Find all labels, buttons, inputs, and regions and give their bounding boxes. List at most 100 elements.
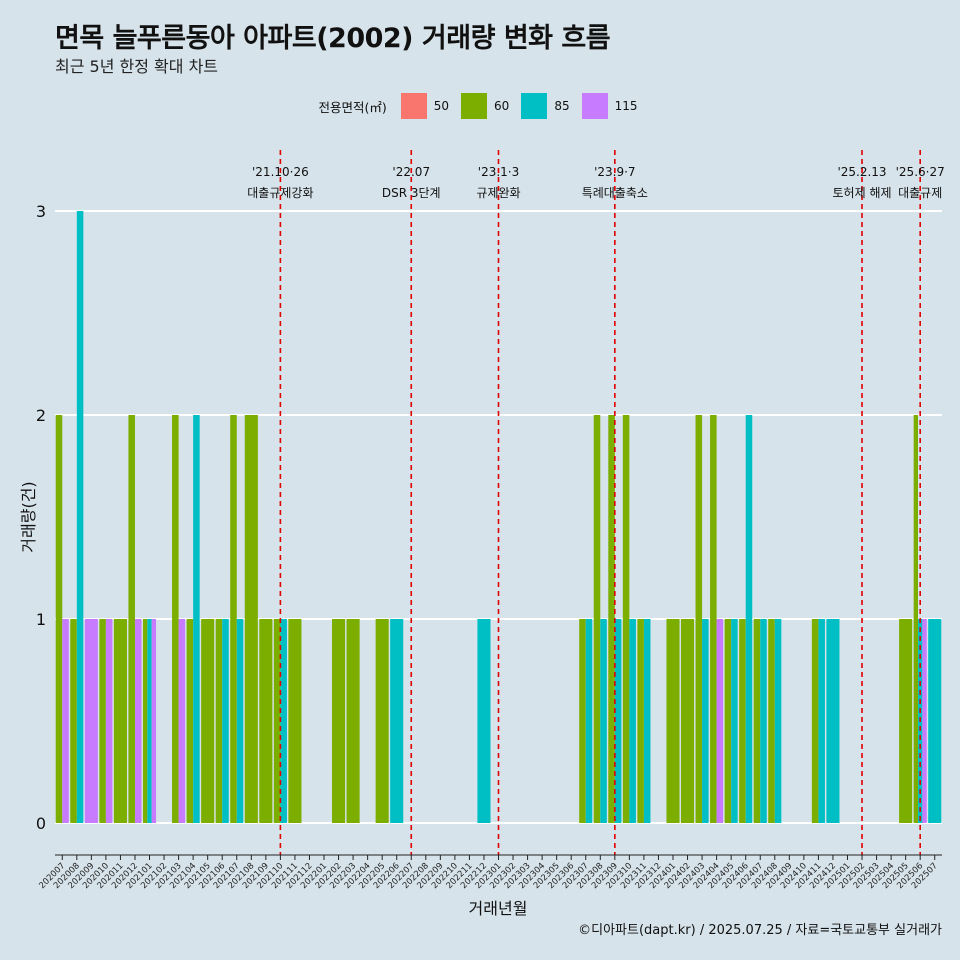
bar-60-202104 bbox=[186, 619, 194, 823]
y-axis-label: 거래량(건) bbox=[19, 481, 38, 552]
bar-60-202307 bbox=[579, 619, 586, 823]
legend-swatch-115 bbox=[581, 93, 608, 119]
bar-60-202506 bbox=[913, 415, 919, 823]
bar-60-202311 bbox=[637, 619, 644, 823]
bar-60-202011 bbox=[113, 619, 127, 823]
axes: 2020072020082020092020102020112020122021… bbox=[37, 854, 942, 891]
bar-85-202311 bbox=[643, 619, 651, 823]
event-label: 토허제 해제 bbox=[833, 186, 892, 200]
event-markers: '21.10·26 대출규제강화 '22.07 DSR 3단계 '23.1·3 규제완화 '… bbox=[247, 150, 945, 855]
legend-label-115: 115 bbox=[614, 99, 638, 113]
event-label: 규제완화 bbox=[476, 186, 520, 200]
bar-115-202506 bbox=[922, 619, 927, 823]
bar-60-202103 bbox=[172, 415, 179, 823]
bar-60-202402 bbox=[680, 619, 695, 823]
bar-60-202505 bbox=[899, 619, 913, 823]
bar-115-202007 bbox=[62, 619, 69, 823]
bar-60-202203 bbox=[346, 619, 360, 823]
bar-115-202101 bbox=[151, 619, 157, 823]
bar-60-202403 bbox=[695, 415, 703, 823]
bar-85-202406 bbox=[745, 415, 753, 823]
bar-85-202403 bbox=[702, 619, 709, 823]
bar-60-202408 bbox=[768, 619, 775, 823]
bar-85-202107 bbox=[236, 619, 244, 823]
bar-115-202010 bbox=[105, 619, 113, 823]
bar-115-202404 bbox=[716, 619, 724, 823]
legend-item-60: 60 bbox=[461, 93, 509, 119]
bar-85-202405 bbox=[731, 619, 738, 823]
event-date: '22.07 bbox=[392, 165, 430, 179]
bar-60-202406 bbox=[739, 619, 746, 823]
bar-85-202101 bbox=[147, 619, 152, 823]
event-date: '25.6·27 bbox=[896, 165, 945, 179]
bar-60-202310 bbox=[622, 415, 630, 823]
legend-label-60: 60 bbox=[494, 99, 510, 113]
bars bbox=[55, 211, 942, 823]
event-label: 대출규제강화 bbox=[247, 186, 313, 200]
legend-label-50: 50 bbox=[433, 99, 450, 113]
bar-85-202110 bbox=[280, 619, 287, 823]
bar-60-202008 bbox=[70, 619, 77, 823]
bar-60-202107 bbox=[230, 415, 237, 823]
bar-60-202401 bbox=[666, 619, 680, 823]
bar-60-202007 bbox=[55, 415, 63, 823]
x-axis-label: 거래년월 bbox=[469, 899, 528, 918]
legend-title: 전용면적(㎡) bbox=[318, 99, 387, 115]
bar-85-202408 bbox=[774, 619, 782, 823]
bar-60-202404 bbox=[710, 415, 717, 823]
bar-60-202202 bbox=[332, 619, 346, 823]
bar-85-202008 bbox=[76, 211, 84, 823]
bar-85-202411 bbox=[818, 619, 825, 823]
bar-60-202205 bbox=[375, 619, 389, 823]
legend-item-85: 85 bbox=[521, 93, 570, 119]
bar-85-202412 bbox=[826, 619, 840, 823]
bar-60-202012 bbox=[128, 415, 135, 823]
chart-title: 면목 늘푸른동아 아파트(2002) 거래량 변화 흐름 bbox=[55, 23, 611, 54]
bar-85-202309 bbox=[614, 619, 622, 823]
legend: 전용면적(㎡) 50 60 85 115 bbox=[0, 93, 960, 119]
bar-60-202407 bbox=[753, 619, 761, 823]
bar-60-202109 bbox=[259, 619, 273, 823]
bar-60-202405 bbox=[724, 619, 732, 823]
bar-60-202309 bbox=[608, 415, 615, 823]
bar-60-202411 bbox=[811, 619, 819, 823]
bar-85-202308 bbox=[600, 619, 607, 823]
legend-item-115: 115 bbox=[581, 93, 638, 119]
event-label: 특례대출축소 bbox=[582, 186, 648, 200]
y-tick-label: 1 bbox=[36, 610, 46, 629]
bar-85-202206 bbox=[390, 619, 404, 823]
event-label: DSR 3단계 bbox=[382, 186, 441, 200]
event-date: '21.10·26 bbox=[252, 165, 309, 179]
event-date: '25.2.13 bbox=[837, 165, 886, 179]
legend-label-85: 85 bbox=[554, 99, 570, 113]
bar-85-202212 bbox=[477, 619, 491, 823]
event-date: '23.9·7 bbox=[594, 165, 635, 179]
bar-115-202012 bbox=[134, 619, 142, 823]
event-label: 대출규제 bbox=[898, 186, 942, 200]
bar-85-202104 bbox=[193, 415, 200, 823]
bar-60-202010 bbox=[99, 619, 106, 823]
legend-swatch-85 bbox=[521, 93, 548, 119]
y-tick-label: 0 bbox=[36, 814, 46, 833]
event-date: '23.1·3 bbox=[478, 165, 519, 179]
y-tick-label: 2 bbox=[36, 406, 46, 425]
bar-115-202103 bbox=[178, 619, 186, 823]
bar-60-202108 bbox=[244, 415, 258, 823]
y-tick-label: 3 bbox=[36, 202, 46, 221]
bar-85-202407 bbox=[760, 619, 767, 823]
source-caption: ©디아파트(dapt.kr) / 2025.07.25 / 자료=국토교통부 실… bbox=[578, 923, 942, 938]
bar-60-202105 bbox=[201, 619, 215, 823]
bar-60-202111 bbox=[288, 619, 302, 823]
bar-85-202106 bbox=[222, 619, 229, 823]
legend-swatch-50 bbox=[400, 93, 427, 119]
bar-60-202110 bbox=[273, 619, 281, 823]
bar-85-202307 bbox=[585, 619, 593, 823]
bar-60-202101 bbox=[142, 619, 148, 823]
legend-swatch-60 bbox=[461, 93, 488, 119]
bar-115-202009 bbox=[84, 619, 98, 823]
bar-85-202310 bbox=[629, 619, 636, 823]
bar-85-202507 bbox=[928, 619, 942, 823]
bar-60-202106 bbox=[215, 619, 223, 823]
chart-subtitle: 최근 5년 한정 확대 차트 bbox=[55, 57, 219, 76]
